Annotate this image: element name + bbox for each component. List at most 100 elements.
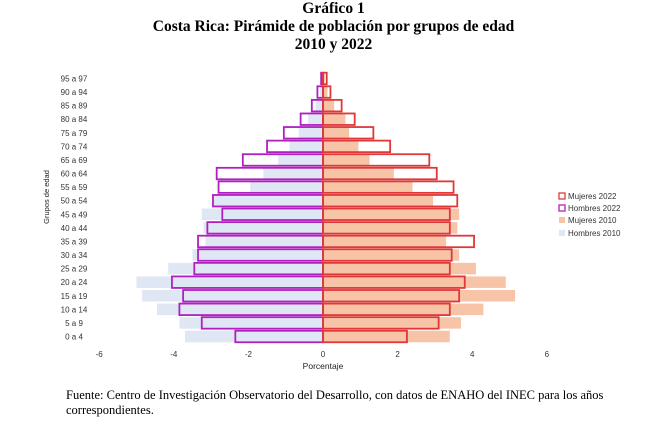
bar-mujeres-2022 (322, 71, 328, 86)
legend-swatch-hombres-2010 (559, 230, 565, 236)
x-tick-label: 6 (545, 350, 550, 359)
bar-mujeres-2022 (322, 248, 453, 262)
bar-mujeres-2022 (322, 85, 332, 99)
bar-mujeres-2022 (322, 112, 356, 126)
legend-label-mujeres-2022: Mujeres 2022 (568, 192, 617, 201)
y-tick-label: 50 a 54 (61, 197, 88, 206)
y-tick-label: 95 a 97 (61, 74, 88, 83)
bar-mujeres-2010 (323, 127, 350, 139)
y-tick-label: 55 a 59 (61, 183, 88, 192)
x-axis-label: Porcentaje (303, 361, 344, 371)
y-tick-label: 45 a 49 (61, 210, 88, 219)
chart-title: Costa Rica: Pirámide de población por gr… (152, 18, 515, 35)
bar-mujeres-2022 (322, 316, 440, 330)
y-tick-label: 40 a 44 (61, 224, 88, 233)
bar-hombres-2010 (136, 276, 323, 288)
x-tick-label: -6 (96, 350, 104, 359)
bar-hombres-2010 (308, 113, 323, 125)
y-axis-label: Grupos de edad (42, 170, 51, 224)
bar-mujeres-2010 (323, 222, 458, 234)
y-tick-label: 60 a 64 (61, 170, 88, 179)
bar-mujeres-2010 (323, 290, 516, 302)
bar-mujeres-2010 (323, 303, 484, 316)
bar-mujeres-2022 (322, 98, 343, 113)
bar-hombres-2010 (179, 317, 323, 329)
bar-mujeres-2010 (323, 154, 370, 166)
y-tick-label: 30 a 34 (61, 251, 88, 260)
bar-mujeres-2010 (323, 194, 434, 207)
bar-mujeres-2010 (323, 86, 328, 98)
bar-hombres-2010 (203, 222, 323, 234)
figure-titles: Gráfico 1 Costa Rica: Pirámide de poblac… (0, 0, 667, 54)
bar-mujeres-2022 (322, 180, 455, 194)
legend-swatch-mujeres-2010 (559, 217, 565, 223)
bar-mujeres-2010 (323, 262, 476, 275)
y-tick-label: 35 a 39 (61, 237, 88, 246)
y-tick-label: 20 a 24 (61, 278, 88, 287)
bar-mujeres-2022 (322, 126, 375, 140)
figure-label: Gráfico 1 (302, 0, 365, 17)
bar-mujeres-2022 (322, 139, 392, 154)
bar-mujeres-2010 (323, 72, 325, 85)
y-tick-label: 5 a 9 (65, 319, 83, 328)
source-note: Fuente: Centro de Investigación Observat… (66, 388, 604, 417)
bar-hombres-2010 (201, 208, 323, 221)
bar-hombres-2010 (298, 127, 323, 139)
chart-subtitle: 2010 y 2022 (294, 36, 373, 53)
bar-mujeres-2022 (322, 166, 438, 181)
x-tick-label: -2 (245, 350, 253, 359)
y-tick-label: 0 a 4 (65, 333, 83, 342)
bar-hombres-2010 (250, 181, 323, 193)
legend-label-hombres-2022: Hombres 2022 (568, 204, 621, 213)
bar-mujeres-2022 (322, 194, 459, 208)
bar-mujeres-2022 (322, 289, 461, 303)
y-tick-label: 90 a 94 (61, 88, 88, 97)
bar-hombres-2010 (157, 303, 323, 316)
bar-hombres-2010 (168, 262, 323, 275)
bar-mujeres-2010 (323, 317, 462, 329)
bar-hombres-2010 (278, 154, 323, 166)
y-tick-label: 70 a 74 (61, 142, 88, 151)
bar-hombres-2010 (289, 140, 323, 153)
bar-mujeres-2010 (323, 249, 460, 261)
bar-hombres-2010 (205, 235, 323, 248)
bar-hombres-2010 (184, 330, 323, 343)
x-tick-label: 4 (470, 350, 475, 359)
legend-swatch-hombres-2022 (558, 204, 566, 212)
x-tick-label: 2 (395, 350, 400, 359)
bar-mujeres-2022 (322, 329, 408, 344)
y-tick-label: 80 a 84 (61, 115, 88, 124)
bar-hombres-2010 (315, 99, 323, 112)
bar-mujeres-2022 (322, 153, 431, 167)
y-tick-label: 25 a 29 (61, 265, 88, 274)
y-tick-label: 75 a 79 (61, 129, 88, 138)
bar-hombres-2010 (263, 167, 323, 180)
y-tick-label: 15 a 19 (61, 292, 88, 301)
bar-mujeres-2010 (323, 167, 394, 180)
bar-mujeres-2010 (323, 113, 346, 125)
bar-hombres-2010 (320, 86, 323, 98)
bar-hombres-2010 (212, 194, 323, 207)
bar-mujeres-2010 (323, 330, 450, 343)
bar-mujeres-2022 (322, 221, 451, 235)
x-tick-label: 0 (321, 350, 326, 359)
y-tick-label: 10 a 14 (61, 305, 88, 314)
x-tick-label: -4 (170, 350, 178, 359)
bar-mujeres-2010 (323, 235, 447, 248)
legend-label-hombres-2010: Hombres 2010 (568, 229, 621, 238)
bar-mujeres-2010 (323, 208, 460, 221)
bar-mujeres-2022 (322, 275, 466, 289)
bar-mujeres-2022 (322, 302, 451, 316)
bar-mujeres-2022 (322, 207, 451, 221)
bar-mujeres-2010 (323, 140, 359, 153)
bar-mujeres-2022 (322, 261, 451, 276)
legend-label-mujeres-2010: Mujeres 2010 (568, 216, 617, 225)
y-tick-label: 65 a 69 (61, 156, 88, 165)
bar-mujeres-2010 (323, 181, 413, 193)
bar-mujeres-2010 (323, 276, 506, 288)
bar-hombres-2010 (192, 249, 323, 261)
legend-swatch-mujeres-2022 (558, 192, 566, 200)
bar-mujeres-2022 (322, 234, 475, 249)
bar-hombres-2010 (142, 290, 323, 302)
